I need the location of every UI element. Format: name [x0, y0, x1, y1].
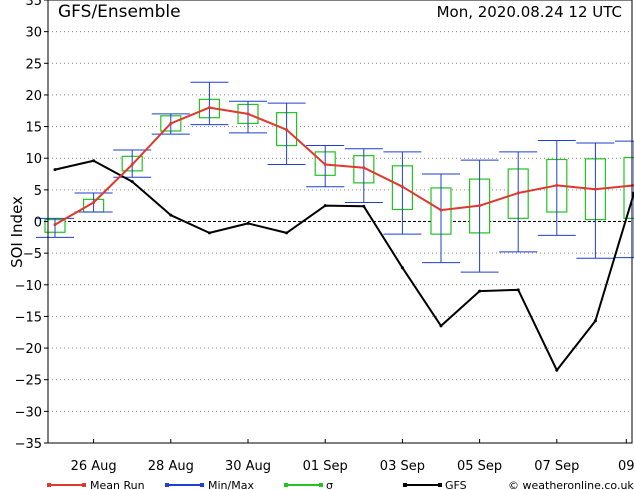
gfs-point — [516, 288, 520, 292]
gfs-point — [207, 231, 211, 235]
y-tick-label: −35 — [15, 437, 42, 452]
y-tick-label: −10 — [15, 279, 42, 294]
gfs-point — [400, 266, 404, 270]
legend-item-sigma: σ — [284, 479, 333, 490]
gfs-point — [323, 204, 327, 208]
y-tick-label: −5 — [23, 247, 42, 262]
mean-run-point — [323, 163, 327, 167]
mean-run-point — [362, 166, 366, 170]
mean-run-point — [92, 201, 96, 205]
y-tick-label: 35 — [25, 0, 42, 9]
mean-run-line — [54, 106, 634, 226]
mean-run-point — [130, 163, 134, 167]
y-tick-label: 30 — [25, 26, 42, 41]
gfs-point — [593, 319, 597, 323]
y-tick-label: −20 — [15, 342, 42, 357]
mean-run-point — [53, 223, 57, 227]
mean-run-point — [246, 112, 250, 116]
gfs-point — [285, 231, 289, 235]
mean-run-point — [285, 128, 289, 132]
sigma-boxes — [44, 98, 634, 235]
gfs-point — [53, 168, 57, 172]
y-tick-label: 25 — [25, 57, 42, 72]
y-tick-label: 10 — [25, 152, 42, 167]
credit-text: © weatheronline.co.uk — [508, 479, 634, 490]
mean-run-point — [207, 106, 211, 110]
legend-label-sigma: σ — [326, 479, 333, 490]
y-tick-label: 15 — [25, 121, 42, 136]
gfs-point — [555, 368, 559, 372]
x-tick-label: 26 Aug — [71, 459, 117, 474]
legend-label-mean-run: Mean Run — [90, 479, 145, 490]
mean-run-point — [516, 191, 520, 195]
y-tick-label: 0 — [34, 216, 42, 231]
gfs-point — [130, 180, 134, 184]
chart-datetime: Mon, 2020.08.24 12 UTC — [437, 3, 622, 21]
y-tick-label: −25 — [15, 374, 42, 389]
legend-label-min-max: Min/Max — [208, 479, 254, 490]
legend-item-gfs: GFS — [403, 479, 467, 490]
mean-run-point — [400, 185, 404, 189]
chart-title: GFS/Ensemble — [58, 2, 181, 22]
sigma-box — [623, 156, 634, 219]
x-axis: 26 Aug 28 Aug 30 Aug 01 Sep 03 Sep 05 Sep 07 S… — [71, 439, 634, 474]
gfs-point — [478, 289, 482, 293]
gfs-point — [169, 213, 173, 217]
x-tick-label: 05 Sep — [457, 459, 502, 474]
gfs-point — [246, 221, 250, 225]
legend: Mean Run Min/Max σ GFS © weatheronline.c… — [47, 479, 634, 490]
legend-label-gfs: GFS — [445, 479, 467, 490]
x-tick-label: 01 Sep — [303, 459, 348, 474]
gfs-point — [439, 324, 443, 328]
legend-item-mean-run: Mean Run — [47, 479, 145, 490]
x-tick-label: 28 Aug — [148, 459, 194, 474]
x-tick-label: 30 Aug — [225, 459, 271, 474]
mean-run-point — [439, 208, 443, 212]
grid-lines — [48, 31, 632, 412]
mean-run-series — [53, 106, 634, 227]
y-tick-label: 20 — [25, 89, 42, 104]
y-tick-label: −30 — [15, 405, 42, 420]
mean-run-point — [555, 183, 559, 187]
x-tick-label: 07 Sep — [534, 459, 579, 474]
x-tick-label: 09 — [618, 459, 634, 474]
gfs-point — [92, 159, 96, 163]
y-tick-label: 5 — [34, 184, 42, 199]
gfs-line — [54, 159, 634, 372]
mean-run-point — [593, 187, 597, 191]
legend-item-min-max: Min/Max — [165, 479, 254, 490]
mean-run-point — [169, 121, 173, 125]
mean-run-point — [478, 204, 482, 208]
x-tick-label: 03 Sep — [380, 459, 425, 474]
gfs-point — [362, 204, 366, 208]
y-tick-label: −15 — [15, 310, 42, 325]
y-axis: −35 −30 −25 −20 −15 −10 −5 0 5 10 15 20 25 30 35 — [15, 0, 48, 452]
y-axis-label: SOI Index — [8, 196, 26, 268]
